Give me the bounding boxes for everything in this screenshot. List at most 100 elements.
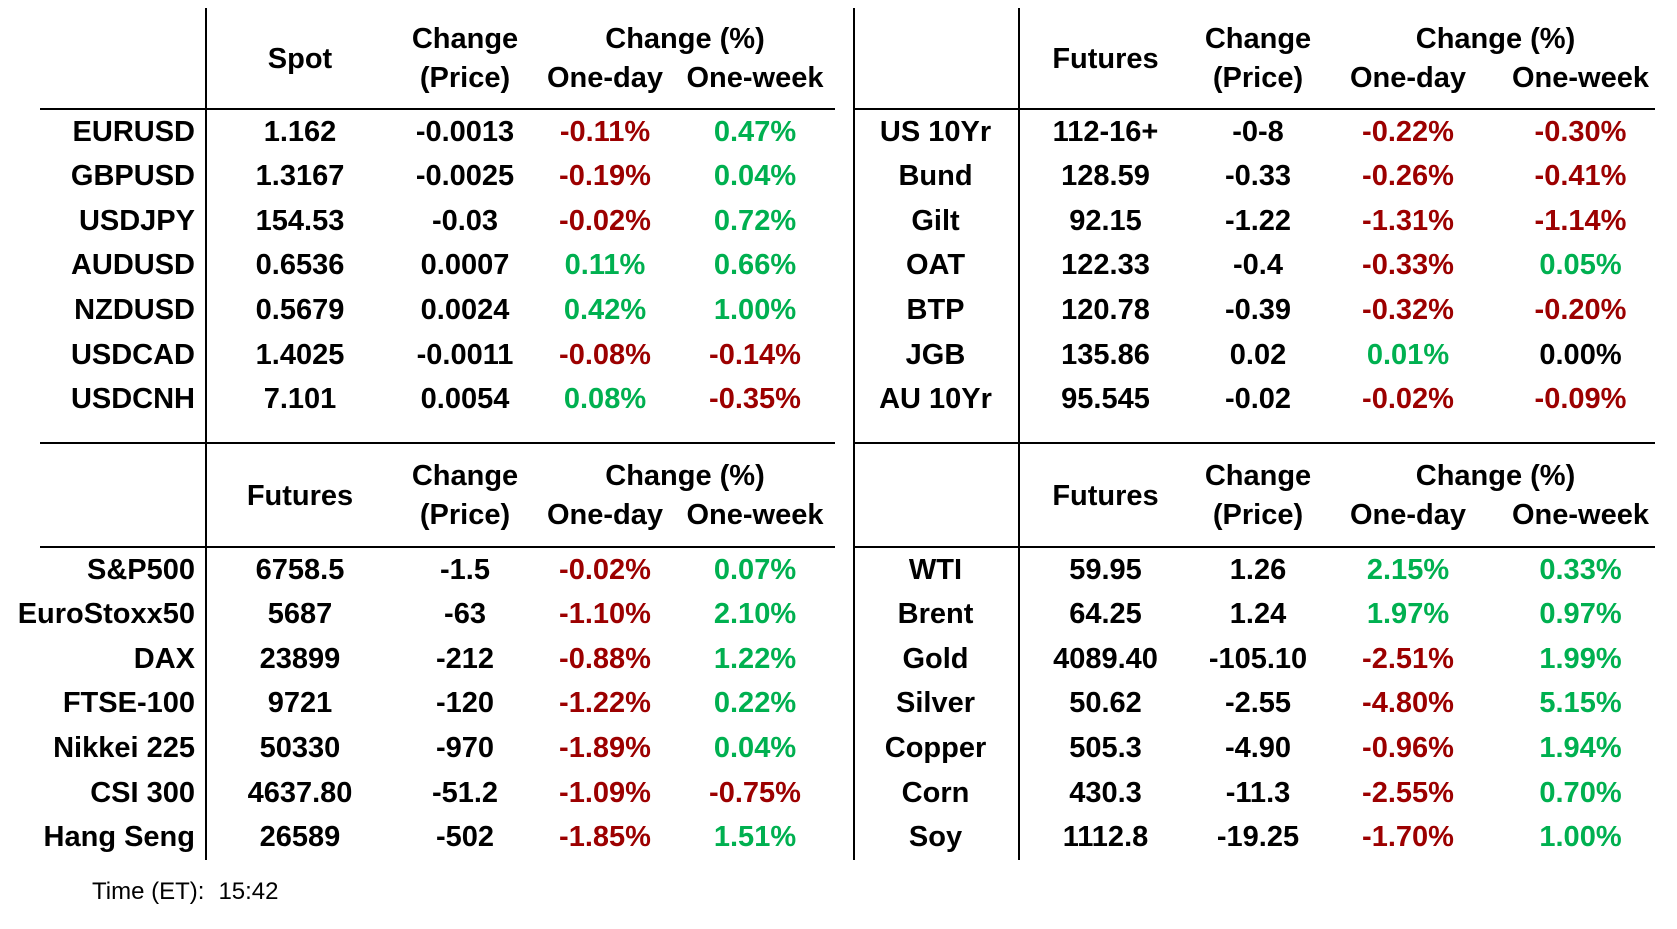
change-pct-column-header: Change (%) One-day One-week xyxy=(535,8,835,110)
change-price-cell: -212 xyxy=(435,642,495,675)
table-row: Soy 1112.8 -19.25 -1.70% 1.00% xyxy=(853,815,1668,860)
divider-center xyxy=(853,8,855,860)
table-row: OAT 122.33 -0.4 -0.33% 0.05% xyxy=(853,244,1668,289)
price-cell: 59.95 xyxy=(1069,553,1142,586)
one-day-pct-cell: -1.10% xyxy=(559,598,651,631)
price-cell: 1.162 xyxy=(263,115,337,148)
row-label: NZDUSD xyxy=(74,294,195,327)
price-cell: 122.33 xyxy=(1061,249,1150,282)
change-price-cell: -0.0013 xyxy=(415,115,515,148)
row-label: USDCAD xyxy=(70,338,195,371)
empty-corner-cell xyxy=(853,8,1018,110)
price-cell: 4089.40 xyxy=(1053,642,1158,675)
one-day-pct-cell: -0.32% xyxy=(1362,294,1454,327)
one-week-pct-cell: 5.15% xyxy=(1539,687,1622,720)
row-label: AUDUSD xyxy=(70,249,195,282)
one-week-pct-cell: 2.10% xyxy=(713,598,797,631)
row-label: GBPUSD xyxy=(70,160,195,193)
change-price-cell: -0.33 xyxy=(1224,160,1292,193)
row-label: Bund xyxy=(898,160,973,193)
one-day-column-header: One-day xyxy=(546,62,664,94)
table-row: Silver 50.62 -2.55 -4.80% 5.15% xyxy=(853,682,1668,727)
change-price-cell: -2.55 xyxy=(1224,687,1292,720)
change-price-cell: 0.0024 xyxy=(420,294,510,327)
one-week-pct-cell: 0.00% xyxy=(1539,338,1622,371)
futures-column-header: Futures xyxy=(1052,42,1159,75)
one-day-pct-cell: -1.89% xyxy=(559,732,651,765)
change-price-cell: -1.5 xyxy=(440,553,490,586)
change-pct-column-header: Change (%) One-day One-week xyxy=(1323,8,1668,110)
table-row: USDJPY 154.53 -0.03 -0.02% 0.72% xyxy=(0,199,835,244)
one-week-pct-cell: -0.20% xyxy=(1534,294,1627,327)
price-cell: 5687 xyxy=(267,598,333,631)
table-row: BTP 120.78 -0.39 -0.32% -0.20% xyxy=(853,288,1668,333)
equity-table-header: Futures Change (Price) Change (%) One-da… xyxy=(0,444,835,548)
rule-bottom-header-left xyxy=(40,546,835,548)
change-price-cell: -4.90 xyxy=(1224,732,1292,765)
price-cell: 135.86 xyxy=(1061,338,1150,371)
one-day-pct-cell: -2.55% xyxy=(1362,776,1454,809)
commodity-futures-table: Futures Change (Price) Change (%) One-da… xyxy=(853,444,1668,860)
spot-column-header: Spot xyxy=(267,42,333,75)
table-row: AUDUSD 0.6536 0.0007 0.11% 0.66% xyxy=(0,244,835,289)
table-row: CSI 300 4637.80 -51.2 -1.09% -0.75% xyxy=(0,771,835,816)
change-price-cell: -51.2 xyxy=(431,776,499,809)
price-cell: 0.5679 xyxy=(255,294,345,327)
price-cell: 4637.80 xyxy=(247,776,353,809)
one-week-pct-cell: 0.04% xyxy=(713,732,797,765)
one-day-pct-cell: -0.96% xyxy=(1362,732,1454,765)
table-row: Gilt 92.15 -1.22 -1.31% -1.14% xyxy=(853,199,1668,244)
futures-column-header: Futures xyxy=(246,479,354,512)
row-label: CSI 300 xyxy=(90,776,195,809)
row-label: Silver xyxy=(896,687,975,720)
one-week-pct-cell: -0.09% xyxy=(1534,383,1627,416)
change-price-cell: 0.0007 xyxy=(420,249,510,282)
one-week-pct-cell: 0.33% xyxy=(1539,553,1622,586)
one-day-pct-cell: 0.08% xyxy=(563,383,647,416)
one-week-pct-cell: -0.35% xyxy=(709,383,801,416)
table-row: EuroStoxx50 5687 -63 -1.10% 2.10% xyxy=(0,593,835,638)
row-label: WTI xyxy=(908,553,963,586)
rule-bottom-header-right xyxy=(853,546,1655,548)
rule-top-header-left xyxy=(40,108,835,110)
one-day-pct-cell: 0.42% xyxy=(563,294,647,327)
one-week-pct-cell: 1.00% xyxy=(713,294,797,327)
one-day-pct-cell: -0.02% xyxy=(559,204,651,237)
change-price-cell: -502 xyxy=(435,821,495,854)
price-cell: 9721 xyxy=(267,687,333,720)
one-day-pct-cell: 2.15% xyxy=(1366,553,1450,586)
table-row: NZDUSD 0.5679 0.0024 0.42% 1.00% xyxy=(0,288,835,333)
row-label: Gold xyxy=(902,642,969,675)
table-row: AU 10Yr 95.545 -0.02 -0.02% -0.09% xyxy=(853,377,1668,422)
table-row: Copper 505.3 -4.90 -0.96% 1.94% xyxy=(853,726,1668,771)
one-day-pct-cell: -0.22% xyxy=(1362,115,1454,148)
price-cell: 505.3 xyxy=(1069,732,1142,765)
one-day-pct-cell: -0.33% xyxy=(1362,249,1454,282)
change-price-cell: -120 xyxy=(435,687,495,720)
one-week-pct-cell: -1.14% xyxy=(1534,204,1627,237)
change-pct-column-header: Change (%) One-day One-week xyxy=(1323,444,1668,548)
change-price-cell: -0.39 xyxy=(1224,294,1292,327)
change-price-cell: -1.22 xyxy=(1224,204,1292,237)
row-label: BTP xyxy=(906,294,965,327)
one-week-pct-cell: 1.99% xyxy=(1539,642,1622,675)
table-row: DAX 23899 -212 -0.88% 1.22% xyxy=(0,637,835,682)
change-price-cell: -0.03 xyxy=(431,204,499,237)
one-day-pct-cell: -1.22% xyxy=(559,687,651,720)
equity-table-body: S&P500 6758.5 -1.5 -0.02% 0.07% EuroStoxx50 56… xyxy=(0,548,835,860)
price-cell: 1112.8 xyxy=(1062,821,1149,854)
one-day-pct-cell: 0.11% xyxy=(564,249,646,282)
change-price-column-header: Change (Price) xyxy=(411,23,519,94)
row-label: JGB xyxy=(905,338,966,371)
price-cell: 1.3167 xyxy=(255,160,345,193)
empty-corner-cell xyxy=(853,444,1018,548)
one-week-pct-cell: -0.41% xyxy=(1534,160,1627,193)
table-row: EURUSD 1.162 -0.0013 -0.11% 0.47% xyxy=(0,110,835,155)
row-label: OAT xyxy=(905,249,966,282)
row-label: EuroStoxx50 xyxy=(17,598,195,631)
one-week-pct-cell: -0.75% xyxy=(709,776,801,809)
rule-section-right xyxy=(853,442,1655,444)
one-week-pct-cell: 0.04% xyxy=(713,160,797,193)
one-week-pct-cell: 1.22% xyxy=(713,642,797,675)
change-price-cell: -0.4 xyxy=(1233,249,1283,282)
